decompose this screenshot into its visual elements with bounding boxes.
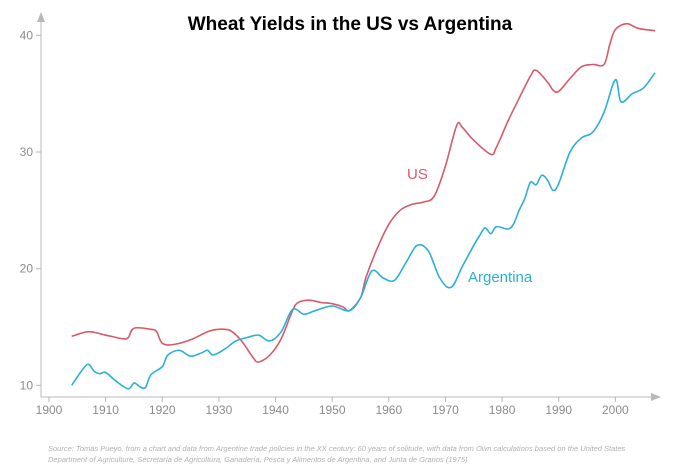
x-tick-label: 1940: [262, 403, 289, 417]
y-ticks: 10 20 30 40: [20, 28, 41, 392]
x-tick-label: 1920: [149, 403, 176, 417]
argentina-series-label: Argentina: [468, 269, 533, 286]
axes: [37, 12, 661, 401]
x-tick-label: 1990: [545, 403, 572, 417]
x-tick-label: 1960: [375, 403, 402, 417]
chart-title: Wheat Yields in the US vs Argentina: [187, 14, 513, 35]
x-tick-label: 1900: [36, 403, 63, 417]
x-tick-label: 1950: [319, 403, 346, 417]
us-series-label: US: [407, 166, 428, 183]
x-tick-label: 1980: [489, 403, 516, 417]
x-tick-label: 2000: [602, 403, 629, 417]
x-tick-label: 1930: [206, 403, 233, 417]
us-series-line: [71, 22, 656, 363]
y-tick-label: 40: [20, 28, 34, 42]
y-tick-label: 20: [20, 262, 34, 276]
x-ticks: 1900 1910 1920 1930 1940 1950 1960 1970 1980 1990…: [36, 397, 629, 417]
source-note: Source: Tomas Pueyo, from a chart and da…: [48, 444, 626, 464]
y-axis-arrow: [37, 12, 45, 22]
y-tick-label: 30: [20, 145, 34, 159]
series-lines: [71, 22, 656, 390]
x-axis-arrow: [651, 393, 661, 401]
x-tick-label: 1910: [92, 403, 119, 417]
x-tick-label: 1970: [432, 403, 459, 417]
argentina-series-line: [71, 72, 656, 390]
y-tick-label: 10: [20, 378, 34, 392]
